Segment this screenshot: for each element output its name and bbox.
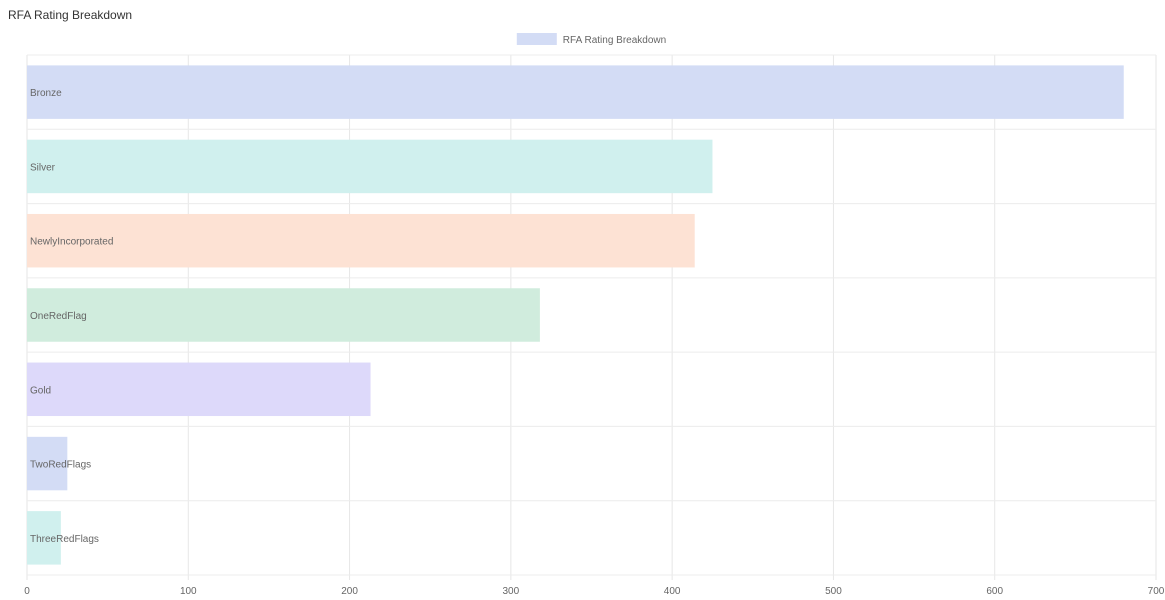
x-tick-label: 300 bbox=[503, 586, 520, 597]
bar-oneredflag[interactable] bbox=[27, 288, 540, 342]
x-tick-label: 400 bbox=[664, 586, 681, 597]
bars bbox=[27, 65, 1124, 565]
bar-threeredflags[interactable] bbox=[27, 511, 61, 565]
bar-category-label: ThreeRedFlags bbox=[30, 534, 99, 545]
x-tick-label: 700 bbox=[1148, 586, 1165, 597]
bar-category-label: Bronze bbox=[30, 88, 62, 99]
x-tick-label: 0 bbox=[24, 586, 30, 597]
bar-tworedflags[interactable] bbox=[27, 436, 68, 491]
legend-label[interactable]: RFA Rating Breakdown bbox=[563, 35, 666, 46]
bar-bronze[interactable] bbox=[27, 65, 1124, 119]
bar-gold[interactable] bbox=[27, 362, 371, 417]
bar-category-label: NewlyIncorporated bbox=[30, 237, 113, 248]
bar-category-label: TwoRedFlags bbox=[30, 460, 91, 471]
x-tick-label: 100 bbox=[180, 586, 197, 597]
x-tick-label: 200 bbox=[341, 586, 358, 597]
bar-labels: Bronze Silver NewlyIncorporated OneRedFlag G… bbox=[30, 88, 113, 545]
x-tick-label: 500 bbox=[825, 586, 842, 597]
legend-swatch[interactable] bbox=[516, 33, 557, 45]
legend: RFA Rating Breakdown bbox=[516, 33, 666, 46]
bar-category-label: OneRedFlag bbox=[30, 311, 87, 322]
bar-newlyincorporated[interactable] bbox=[27, 213, 695, 268]
bar-category-label: Silver bbox=[30, 162, 56, 173]
page-title: RFA Rating Breakdown bbox=[8, 8, 133, 22]
bar-category-label: Gold bbox=[30, 385, 51, 396]
x-axis-ticks: 0 100 200 300 400 500 600 700 bbox=[24, 586, 1165, 597]
bar-silver[interactable] bbox=[27, 139, 713, 194]
x-tick-label: 600 bbox=[986, 586, 1003, 597]
